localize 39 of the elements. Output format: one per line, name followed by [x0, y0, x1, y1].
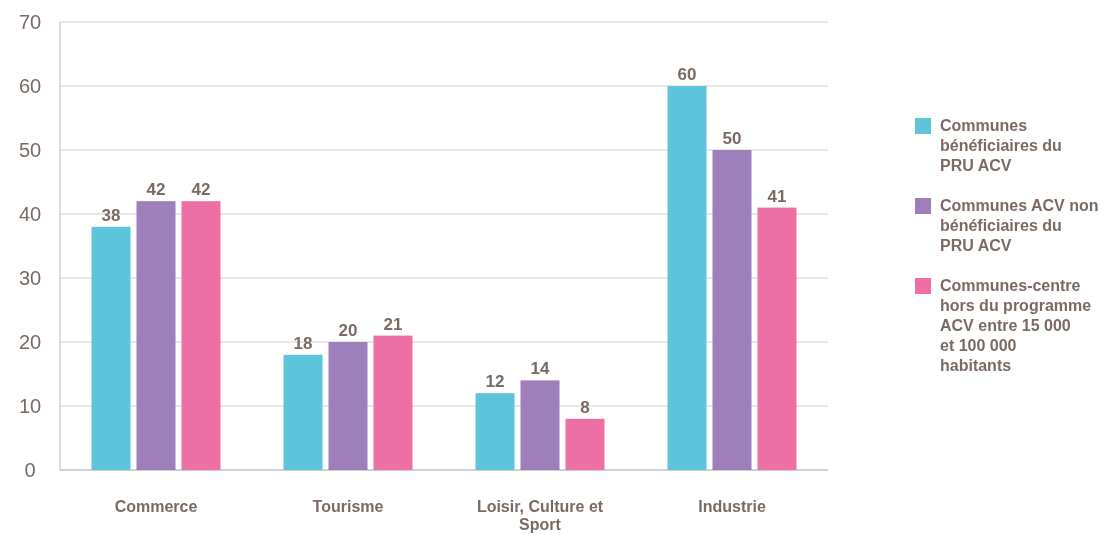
bar [373, 335, 413, 470]
bar [136, 201, 176, 470]
bar [712, 150, 752, 470]
data-label: 20 [338, 321, 358, 340]
y-tick-label: 20 [18, 331, 42, 353]
data-label: 38 [101, 205, 121, 225]
data-label: 41 [767, 186, 787, 206]
legend-label: Communes-centre hors du programme ACV entre 15 000 et 100 000 habitants [940, 277, 1092, 374]
bar [757, 207, 797, 470]
bar [283, 354, 323, 470]
bar [328, 342, 368, 470]
data-label: 8 [580, 397, 590, 417]
x-tick-label: Loisir, Culture et Sport [476, 498, 604, 533]
data-label: 12 [485, 372, 505, 392]
data-label: 42 [146, 180, 166, 200]
y-tick-label: 50 [18, 139, 42, 161]
data-label: 60 [677, 65, 697, 84]
data-label: 18 [293, 333, 313, 353]
bar [181, 201, 221, 470]
bar [520, 380, 560, 470]
data-label: 21 [383, 314, 403, 334]
bar [667, 86, 707, 470]
y-tick-label: 70 [18, 11, 42, 33]
data-label: 42 [191, 180, 211, 200]
data-label: 14 [530, 359, 550, 379]
bar [91, 226, 131, 470]
y-tick-label: 30 [18, 267, 42, 289]
x-tick-label: Commerce [114, 498, 198, 515]
data-label: 50 [722, 129, 742, 148]
legend-label: Communes ACV non bénéficiaires du PRU ACV [940, 197, 1099, 254]
bar [475, 393, 515, 470]
x-tick-label: Tourisme [312, 498, 384, 515]
y-tick-label: 0 [24, 459, 36, 481]
y-tick-label: 10 [18, 395, 42, 417]
bar [565, 418, 605, 470]
y-tick-label: 60 [18, 75, 42, 97]
legend-label: Communes bénéficiaires du PRU ACV [940, 117, 1062, 174]
x-tick-label: Industrie [698, 498, 766, 515]
y-tick-label: 40 [18, 203, 42, 225]
